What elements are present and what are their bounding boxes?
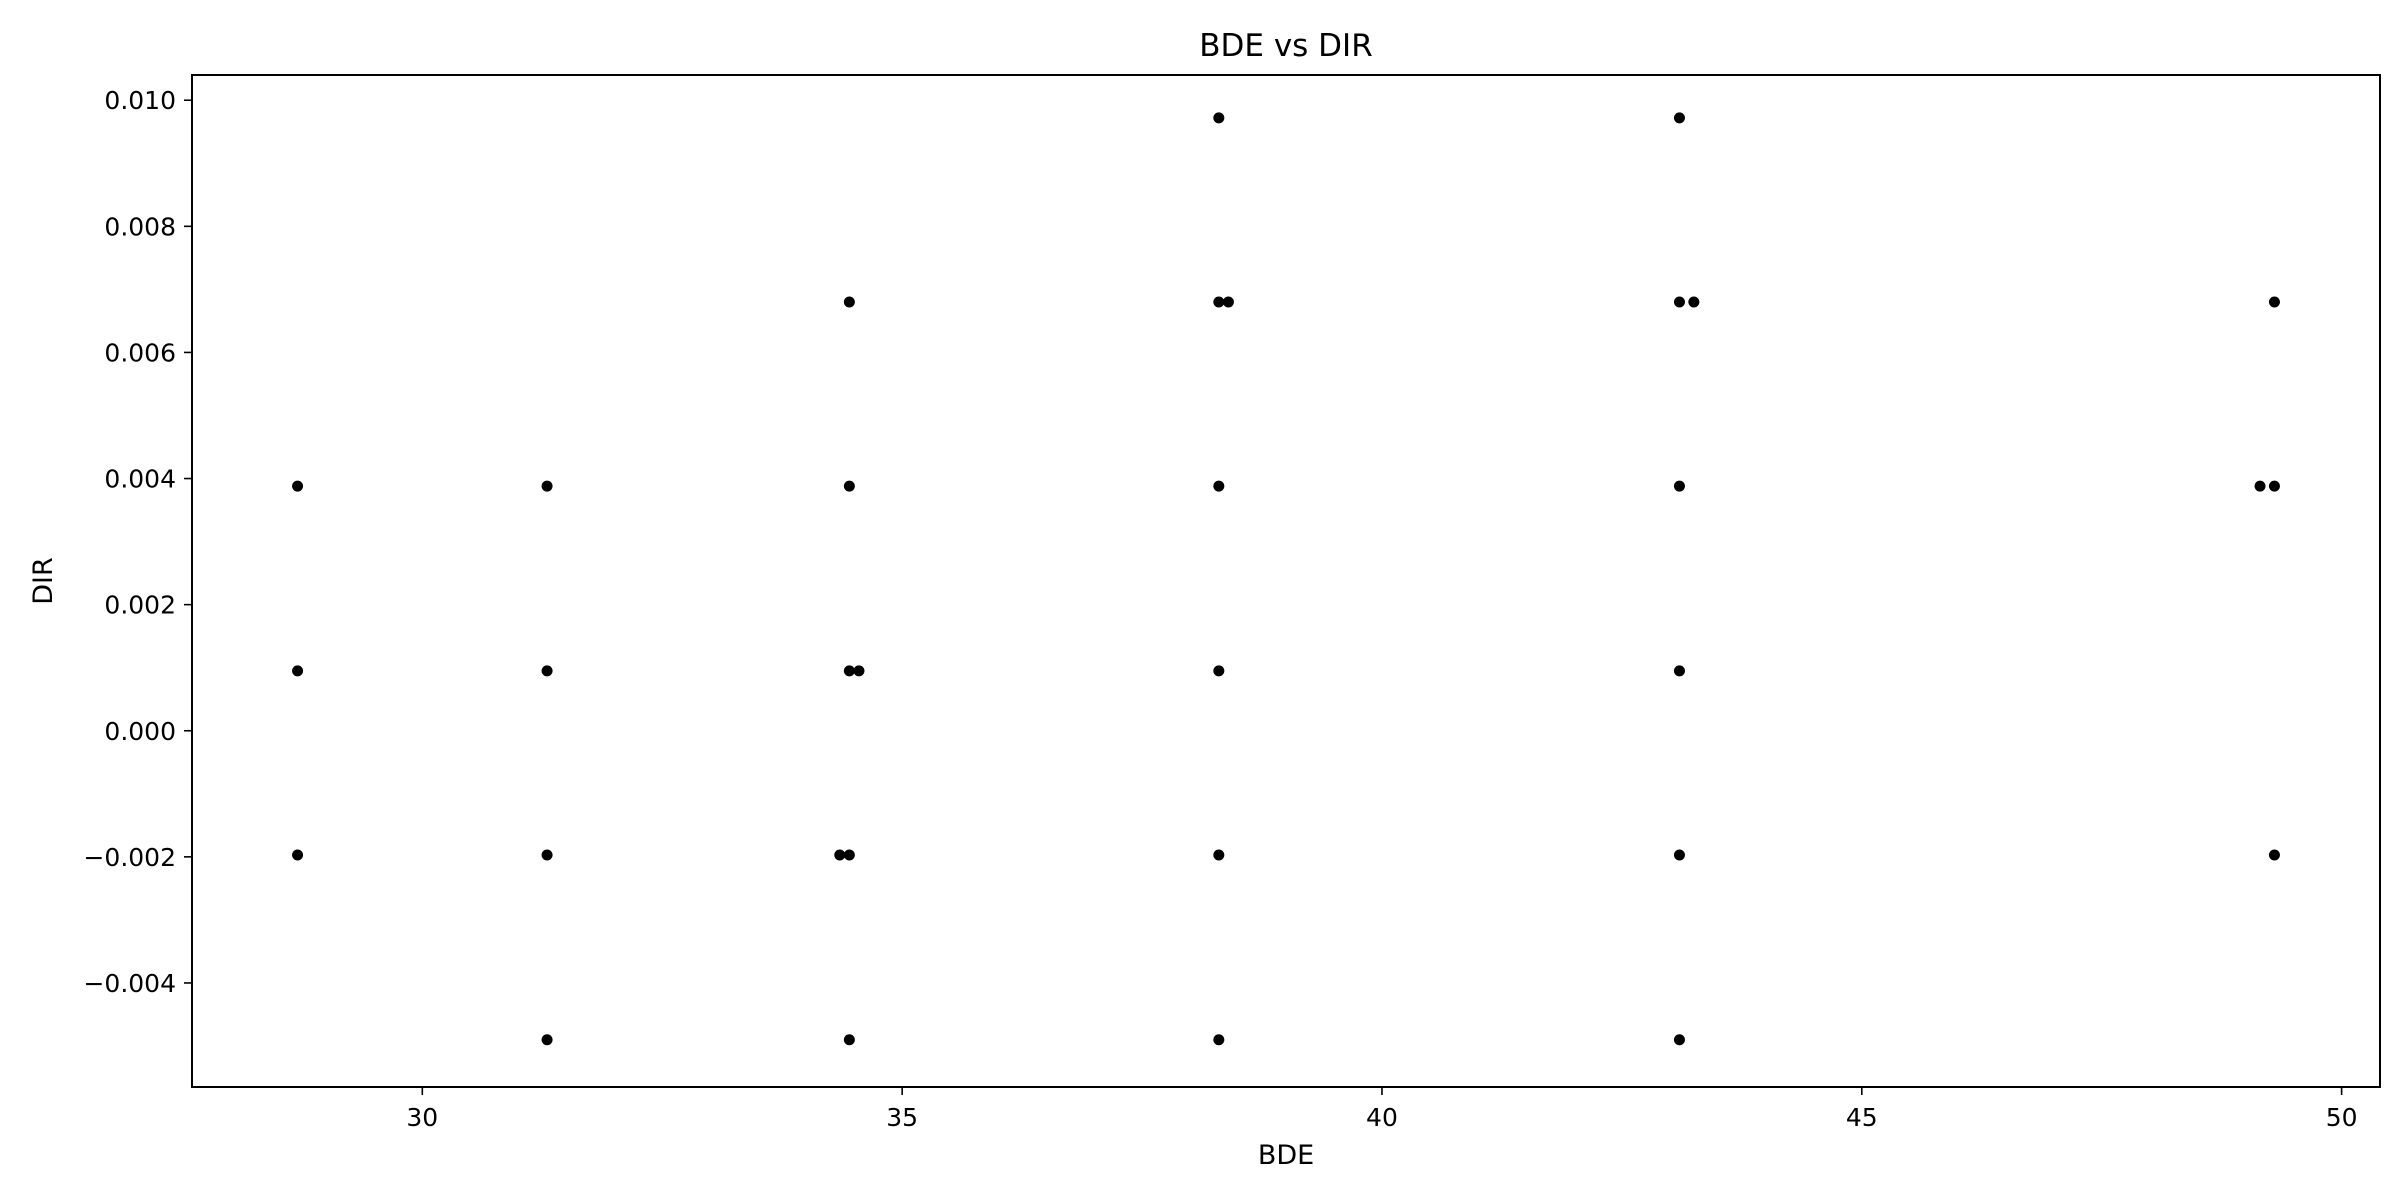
data-point bbox=[2268, 480, 2280, 492]
data-point bbox=[843, 665, 855, 677]
plot-area-frame bbox=[191, 74, 2381, 1088]
data-point bbox=[1213, 480, 1225, 492]
data-point bbox=[1673, 665, 1685, 677]
x-axis-label: BDE bbox=[1258, 1140, 1314, 1171]
y-tick-label: 0.000 bbox=[104, 717, 176, 746]
y-tick-label: 0.010 bbox=[104, 86, 176, 115]
x-tick-label: 50 bbox=[2326, 1103, 2358, 1132]
data-points bbox=[292, 112, 2280, 1046]
y-axis-ticks: −0.004 −0.002 0.000 0.002 0.004 0.006 0.008 0.0… bbox=[83, 86, 192, 998]
data-point bbox=[292, 849, 304, 861]
data-point bbox=[2268, 296, 2280, 308]
data-point bbox=[541, 849, 553, 861]
data-point bbox=[1673, 112, 1685, 124]
data-point bbox=[843, 296, 855, 308]
data-point bbox=[292, 665, 304, 677]
data-point bbox=[843, 1034, 855, 1046]
y-tick-label: 0.008 bbox=[104, 212, 176, 241]
data-point bbox=[541, 665, 553, 677]
data-point bbox=[843, 849, 855, 861]
x-tick-label: 45 bbox=[1846, 1103, 1878, 1132]
data-point bbox=[834, 849, 846, 861]
data-point bbox=[843, 480, 855, 492]
data-point bbox=[1213, 1034, 1225, 1046]
y-tick-label: −0.002 bbox=[83, 843, 176, 872]
data-point bbox=[853, 665, 865, 677]
data-point bbox=[2268, 849, 2280, 861]
data-point bbox=[1213, 665, 1225, 677]
x-tick-label: 40 bbox=[1366, 1103, 1398, 1132]
data-point bbox=[1688, 296, 1700, 308]
data-point bbox=[1673, 480, 1685, 492]
data-point bbox=[1213, 112, 1225, 124]
x-tick-label: 35 bbox=[886, 1103, 918, 1132]
y-tick-label: 0.002 bbox=[104, 591, 176, 620]
x-tick-label: 30 bbox=[406, 1103, 438, 1132]
data-point bbox=[1673, 296, 1685, 308]
chart-title: BDE vs DIR bbox=[1199, 28, 1372, 64]
data-point bbox=[1213, 296, 1225, 308]
data-point bbox=[292, 480, 304, 492]
data-point bbox=[1673, 1034, 1685, 1046]
y-tick-label: −0.004 bbox=[83, 969, 176, 998]
x-axis-ticks: 30 35 40 45 50 bbox=[406, 1087, 2358, 1132]
data-point bbox=[1213, 849, 1225, 861]
data-point bbox=[541, 1034, 553, 1046]
data-point bbox=[2254, 480, 2266, 492]
y-axis-label: DIR bbox=[28, 557, 59, 605]
y-tick-label: 0.004 bbox=[104, 465, 176, 494]
y-tick-label: 0.006 bbox=[104, 338, 176, 367]
data-point bbox=[1222, 296, 1234, 308]
data-point bbox=[541, 480, 553, 492]
data-point bbox=[1673, 849, 1685, 861]
